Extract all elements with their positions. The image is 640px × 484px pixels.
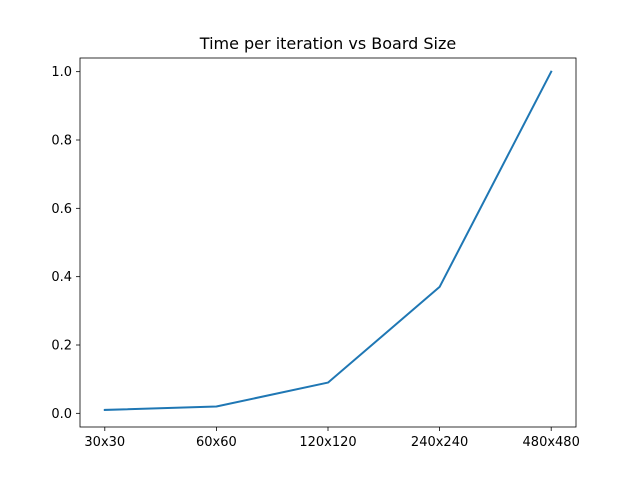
y-tick-label: 0.4 — [51, 270, 72, 285]
y-tick-label: 0.2 — [51, 339, 72, 354]
x-tick-label: 480x480 — [523, 435, 580, 450]
x-tick-label: 60x60 — [196, 435, 237, 450]
x-tick-label: 240x240 — [411, 435, 468, 450]
y-tick-label: 0.8 — [51, 134, 72, 149]
y-tick-label: 0.0 — [51, 407, 72, 422]
plot-area: 30x30 60x60 120x120 240x240 480x480 0.0 0.2 0.4… — [51, 57, 580, 450]
y-tick-label: 1.0 — [51, 65, 72, 80]
series-line — [103, 70, 553, 411]
chart-title: Time per iteration vs Board Size — [199, 34, 456, 53]
y-tick-label: 0.6 — [51, 202, 72, 217]
x-tick-label: 120x120 — [299, 435, 356, 450]
x-tick-label: 30x30 — [84, 435, 125, 450]
